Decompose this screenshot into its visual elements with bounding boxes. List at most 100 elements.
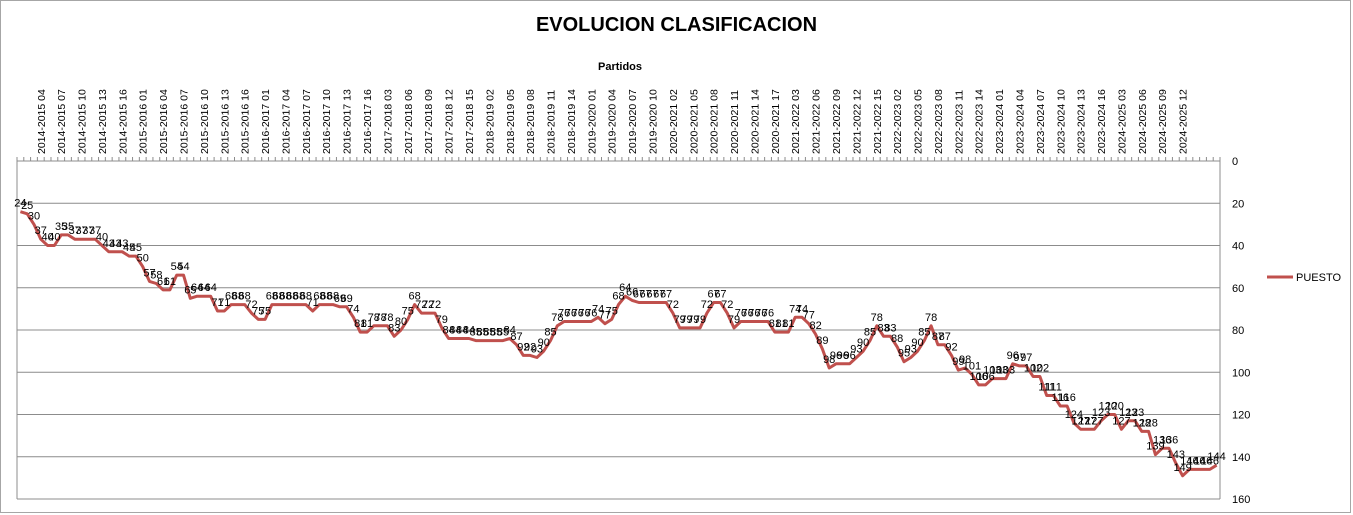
data-label: 77	[599, 310, 611, 322]
data-label: 96	[1007, 350, 1019, 362]
data-label: 111	[1045, 381, 1062, 393]
data-label: 123	[1119, 407, 1137, 419]
x-tick-label: 2015-2016 10	[199, 89, 211, 154]
x-tick-label: 2019-2020 07	[627, 89, 639, 154]
x-tick-label: 2020-2021 02	[668, 89, 680, 154]
x-tick-label: 2018-2019 02	[484, 89, 496, 154]
x-tick-label: 2024-2025 03	[1116, 89, 1128, 154]
data-label: 74	[592, 303, 604, 315]
x-tick-label: 2023-2024 16	[1096, 89, 1108, 154]
x-tick-label: 2022-2023 11	[953, 90, 965, 154]
x-tick-label: 2020-2021 05	[688, 89, 700, 154]
data-label: 144	[1207, 451, 1225, 463]
data-label: 24	[14, 198, 26, 210]
x-tick-label: 2016-2017 04	[280, 89, 292, 154]
data-label: 68	[327, 291, 339, 303]
x-tick-label: 2022-2023 08	[933, 89, 945, 154]
data-label: 87	[510, 331, 522, 343]
data-label: 68	[408, 291, 420, 303]
data-label: 68	[286, 291, 298, 303]
data-label: 37	[69, 225, 81, 237]
x-tick-label: 2015-2016 01	[138, 89, 150, 154]
data-label: 68	[320, 291, 332, 303]
x-tick-label: 2020-2021 14	[749, 89, 761, 154]
data-label: 96	[830, 350, 842, 362]
data-label: 45	[123, 242, 135, 254]
data-label: 93	[905, 343, 917, 355]
data-label: 106	[970, 371, 988, 383]
data-label: 96	[837, 350, 849, 362]
y-tick-label: 120	[1232, 410, 1250, 422]
x-tick-label: 2018-2019 05	[505, 89, 517, 154]
data-label: 74	[789, 303, 801, 315]
data-label: 83	[388, 322, 400, 334]
x-tick-label: 2017-2018 09	[423, 89, 435, 154]
x-tick-label: 2023-2024 07	[1035, 89, 1047, 154]
y-tick-label: 40	[1232, 241, 1244, 253]
x-tick-label: 2022-2023 05	[913, 89, 925, 154]
x-tick-label: 2023-2024 10	[1055, 89, 1067, 154]
data-label: 98	[959, 354, 971, 366]
data-label: 68	[225, 291, 237, 303]
data-label: 79	[694, 314, 706, 326]
data-label: 123	[1126, 407, 1144, 419]
data-label: 67	[708, 289, 720, 301]
data-label: 40	[41, 232, 53, 244]
data-label: 87	[939, 331, 951, 343]
data-label: 97	[1020, 352, 1032, 364]
data-label: 128	[1139, 417, 1157, 429]
data-label: 30	[28, 210, 40, 222]
y-tick-label: 140	[1232, 452, 1250, 464]
data-label: 67	[640, 289, 652, 301]
data-label: 84	[442, 324, 454, 336]
data-label: 81	[775, 318, 787, 330]
data-label: 78	[381, 312, 393, 324]
data-label: 74	[796, 303, 808, 315]
data-label: 78	[368, 312, 380, 324]
data-label: 85	[490, 327, 502, 339]
data-label: 54	[177, 261, 189, 273]
data-label: 54	[171, 261, 183, 273]
data-label: 76	[565, 308, 577, 320]
x-tick-label: 2017-2018 03	[382, 89, 394, 154]
data-label: 75	[402, 305, 414, 317]
data-label: 143	[1167, 449, 1185, 461]
x-tick-label: 2021-2022 12	[851, 89, 863, 154]
data-label: 85	[918, 327, 930, 339]
data-label: 75	[606, 305, 618, 317]
data-label: 146	[1201, 455, 1219, 467]
data-label: 35	[62, 221, 74, 233]
data-label: 37	[82, 225, 94, 237]
data-label: 66	[626, 286, 638, 298]
y-tick-label: 60	[1232, 283, 1244, 295]
data-label: 67	[653, 289, 665, 301]
data-label: 68	[300, 291, 312, 303]
data-label: 88	[891, 333, 903, 345]
x-tick-label: 2014-2015 13	[97, 89, 109, 154]
x-tick-label: 2021-2022 15	[872, 89, 884, 154]
data-label: 77	[803, 310, 815, 322]
data-label: 76	[742, 308, 754, 320]
data-label: 96	[843, 350, 855, 362]
data-label: 37	[75, 225, 87, 237]
data-label: 72	[701, 299, 713, 311]
x-tick-label: 2014-2015 04	[36, 89, 48, 154]
data-label: 76	[585, 308, 597, 320]
data-label: 81	[782, 318, 794, 330]
data-label: 72	[422, 299, 434, 311]
data-label: 72	[429, 299, 441, 311]
data-label: 92	[945, 341, 957, 353]
data-label: 67	[633, 289, 645, 301]
data-label: 87	[932, 331, 944, 343]
x-tick-label: 2023-2024 01	[994, 89, 1006, 154]
legend: PUESTO	[1267, 272, 1341, 284]
data-label: 40	[96, 232, 108, 244]
x-tick-label: 2018-2019 08	[525, 89, 537, 154]
axes	[16, 157, 1221, 499]
data-label: 139	[1146, 441, 1164, 453]
y-tick-labels: 0 20 40 60 80 100 120 140 160	[1232, 156, 1250, 506]
data-label: 78	[551, 312, 563, 324]
x-tick-label: 2018-2019 11	[546, 90, 558, 154]
